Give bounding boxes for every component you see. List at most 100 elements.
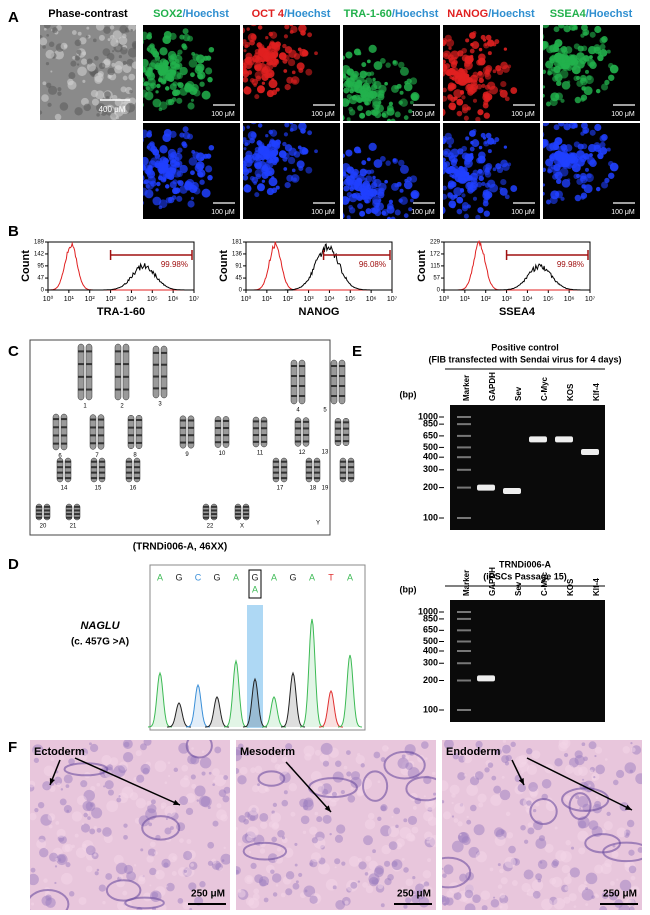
band bbox=[291, 385, 297, 387]
chromosome-number: 5 bbox=[323, 408, 327, 414]
base: T bbox=[328, 572, 334, 582]
cell-colony bbox=[243, 25, 318, 100]
lane-label: Klf-4 bbox=[592, 383, 601, 401]
chromosome bbox=[35, 503, 43, 521]
band bbox=[65, 460, 71, 463]
x-tick-label: 10⁷ bbox=[387, 296, 398, 303]
band bbox=[340, 466, 346, 469]
y-tick-label: 45 bbox=[235, 276, 242, 282]
y-tick-label: 172 bbox=[430, 252, 441, 258]
band bbox=[188, 419, 194, 422]
counterstain: /Hoechst bbox=[586, 8, 633, 20]
ladder-band bbox=[457, 640, 471, 643]
scale-label: 100 μM bbox=[311, 111, 335, 118]
marker-name: SOX2 bbox=[153, 8, 182, 20]
band bbox=[261, 427, 267, 430]
x-tick-label: 10⁰ bbox=[43, 295, 54, 303]
chromosome bbox=[125, 457, 133, 483]
scale-label: 100 μM bbox=[611, 209, 635, 216]
band bbox=[78, 350, 84, 353]
band bbox=[61, 418, 67, 421]
size-label: 650 bbox=[423, 625, 438, 635]
band bbox=[115, 363, 121, 366]
band bbox=[335, 427, 341, 430]
chromosome-number: X bbox=[240, 524, 244, 530]
band bbox=[273, 477, 279, 480]
lane-label: Marker bbox=[462, 375, 471, 401]
axis-label: Count bbox=[20, 250, 32, 282]
x-tick-label: 10⁶ bbox=[564, 296, 575, 303]
band bbox=[66, 513, 72, 516]
base: G bbox=[213, 572, 220, 582]
band bbox=[78, 363, 84, 366]
x-tick-label: 10³ bbox=[502, 296, 513, 303]
band bbox=[314, 477, 320, 480]
chromosome-number: 9 bbox=[185, 452, 189, 458]
cell-colony bbox=[343, 142, 420, 219]
chromosome bbox=[339, 457, 347, 483]
band bbox=[134, 477, 140, 480]
panel-label: C bbox=[8, 343, 19, 360]
x-tick-label: 10⁰ bbox=[241, 295, 252, 303]
base: A bbox=[157, 572, 163, 582]
y-tick-label: 91 bbox=[235, 263, 242, 269]
peak bbox=[147, 671, 173, 728]
x-tick-label: 10³ bbox=[304, 296, 315, 303]
x-tick-label: 10² bbox=[85, 296, 96, 303]
chromosome bbox=[294, 417, 302, 447]
chromosome-number: 13 bbox=[322, 449, 329, 455]
ladder-band bbox=[457, 434, 471, 437]
band bbox=[126, 460, 132, 463]
y-tick-label: 136 bbox=[232, 252, 243, 258]
band bbox=[303, 440, 309, 443]
x-tick-label: 10⁷ bbox=[585, 296, 596, 303]
histogram-curve bbox=[246, 243, 392, 291]
band bbox=[348, 471, 354, 474]
band bbox=[273, 460, 279, 463]
band bbox=[180, 441, 186, 444]
germ-layer: Endoderm bbox=[446, 746, 501, 758]
ladder-band bbox=[457, 446, 471, 449]
gel-subtitle: (FIB transfected with Sendai virus for 4… bbox=[428, 354, 621, 364]
band bbox=[99, 471, 105, 474]
band bbox=[331, 375, 337, 377]
chromosome bbox=[98, 457, 106, 483]
band bbox=[123, 375, 129, 378]
x-tick-label: 10³ bbox=[106, 296, 117, 303]
lane-label: C-Myc bbox=[540, 571, 549, 596]
y-tick-label: 189 bbox=[34, 240, 45, 246]
band bbox=[235, 516, 241, 519]
chromosome bbox=[114, 343, 122, 401]
band bbox=[348, 466, 354, 469]
scale-label: 250 μM bbox=[191, 889, 225, 900]
ladder-band bbox=[457, 662, 471, 665]
band bbox=[126, 471, 132, 474]
variant-highlight bbox=[247, 605, 263, 728]
band bbox=[303, 433, 309, 436]
scale-label: 250 μM bbox=[397, 889, 431, 900]
scale-label: 100 μM bbox=[211, 111, 235, 118]
scale-label: 400 μM bbox=[99, 105, 126, 114]
x-tick-label: 10⁵ bbox=[147, 296, 158, 303]
band bbox=[211, 513, 217, 516]
band bbox=[343, 421, 349, 424]
band bbox=[53, 434, 59, 437]
chromosome bbox=[52, 413, 60, 451]
band bbox=[306, 466, 312, 469]
band bbox=[123, 350, 129, 353]
band bbox=[295, 433, 301, 436]
band bbox=[153, 351, 159, 354]
band bbox=[153, 375, 159, 378]
band bbox=[281, 477, 287, 480]
size-label: 850 bbox=[423, 419, 438, 429]
band bbox=[343, 440, 349, 443]
chromosome bbox=[85, 343, 93, 401]
arrow-head bbox=[173, 799, 180, 805]
band bbox=[126, 466, 132, 469]
band bbox=[299, 395, 305, 397]
chromosome bbox=[73, 503, 81, 521]
y-tick-label: 115 bbox=[430, 263, 440, 269]
band bbox=[44, 516, 50, 519]
band bbox=[153, 363, 159, 366]
peak bbox=[167, 702, 191, 728]
